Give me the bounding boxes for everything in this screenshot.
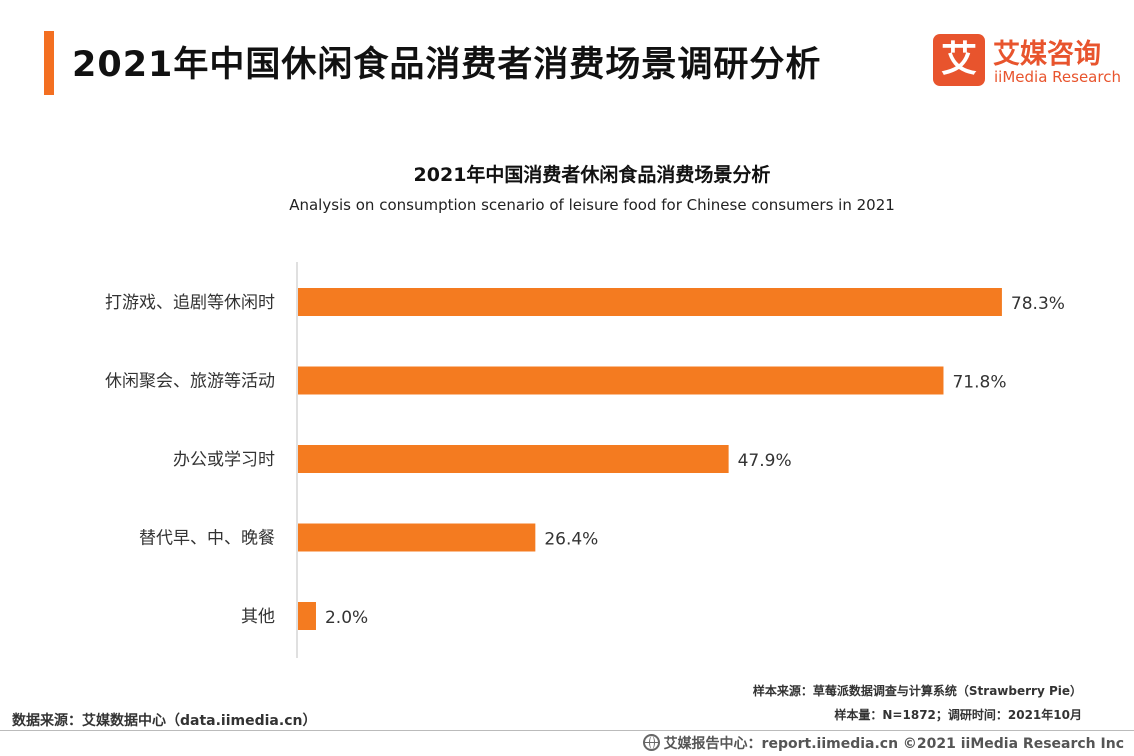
bar-value-label: 26.4% bbox=[544, 530, 598, 550]
category-label: 打游戏、追剧等休闲时 bbox=[105, 293, 275, 313]
bar-value-label: 71.8% bbox=[952, 373, 1006, 393]
data-source: 数据来源：艾媒数据中心（data.iimedia.cn） bbox=[12, 713, 317, 729]
chart-subtitle: Analysis on consumption scenario of leis… bbox=[289, 196, 895, 214]
sample-info: 样本量：N=1872；调研时间：2021年10月 bbox=[834, 708, 1082, 722]
bar-value-label: 47.9% bbox=[738, 451, 792, 471]
logo-chinese-name: 艾媒咨询 bbox=[993, 39, 1101, 70]
bar bbox=[298, 288, 1002, 316]
bar-value-label: 2.0% bbox=[325, 608, 368, 628]
bar bbox=[298, 602, 316, 630]
footer-divider bbox=[0, 730, 1134, 731]
category-label: 办公或学习时 bbox=[173, 450, 275, 470]
chart-title: 2021年中国消费者休闲食品消费场景分析 bbox=[413, 164, 771, 186]
page-title: 2021年中国休闲食品消费者消费场景调研分析 bbox=[72, 45, 822, 85]
category-label: 替代早、中、晚餐 bbox=[139, 529, 275, 549]
report-center-footer[interactable]: 艾媒报告中心：report.iimedia.cn ©2021 iiMedia R… bbox=[642, 733, 1124, 753]
logo-english-name: iiMedia Research bbox=[994, 68, 1121, 86]
bar bbox=[298, 366, 944, 395]
category-label: 其他 bbox=[241, 607, 275, 627]
sample-source: 样本来源：草莓派数据调查与计算系统（Strawberry Pie） bbox=[752, 684, 1082, 698]
logo-glyph: 艾 bbox=[940, 39, 977, 80]
category-label: 休闲聚会、旅游等活动 bbox=[105, 372, 275, 392]
bar-value-label: 78.3% bbox=[1011, 294, 1065, 314]
title-accent-bar bbox=[44, 31, 54, 95]
iimedia-logo[interactable]: 艾 艾媒咨询 iiMedia Research bbox=[933, 34, 1123, 88]
bar bbox=[298, 445, 729, 473]
logo-mark: 艾 bbox=[933, 34, 985, 86]
bar bbox=[298, 523, 536, 552]
report-center-text: 艾媒报告中心：report.iimedia.cn ©2021 iiMedia R… bbox=[663, 736, 1124, 752]
globe-icon bbox=[642, 734, 660, 751]
